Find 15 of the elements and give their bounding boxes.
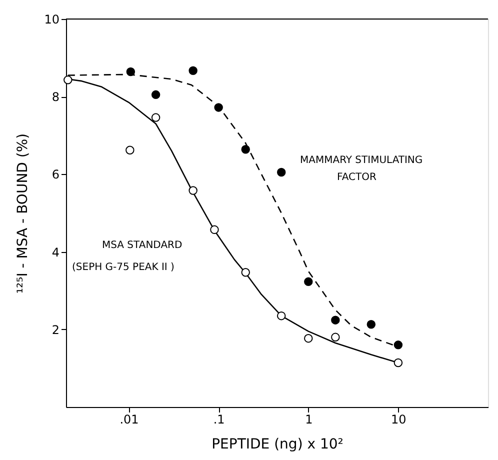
y-tick-label: 2: [52, 322, 60, 337]
x-tick-label: 10: [391, 412, 406, 426]
y-axis-title: ¹²⁵I - MSA - BOUND (%): [15, 133, 32, 294]
y-tick-label: 6: [52, 168, 60, 182]
x-tick-label: .01: [120, 412, 139, 426]
x-tick-label: 1: [305, 412, 313, 426]
y-tick-label: 8: [52, 90, 60, 104]
y-tick-label: 4: [52, 245, 60, 260]
annotation: FACTOR: [337, 172, 376, 183]
annotation: MSA STANDARD: [102, 240, 182, 251]
annotation: MAMMARY STIMULATING: [300, 155, 423, 166]
x-axis-title: PEPTIDE (ng) x 10²: [212, 436, 344, 452]
y-tick-label: 10: [44, 12, 60, 26]
x-tick-label: .1: [213, 412, 225, 426]
annotation: (SEPH G-75 PEAK II ): [72, 262, 175, 273]
